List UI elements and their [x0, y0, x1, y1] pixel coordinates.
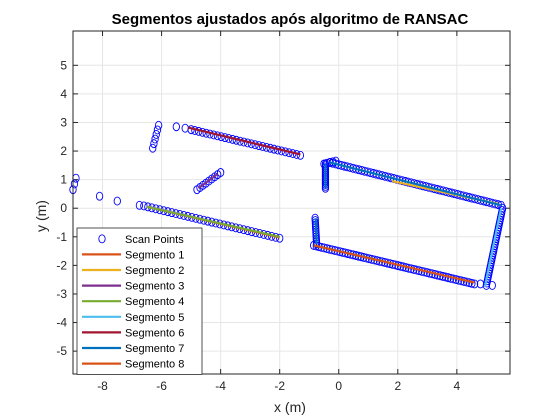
y-tick-label: 1	[60, 173, 67, 187]
y-tick-label: 4	[60, 87, 67, 101]
scan-point	[152, 130, 160, 139]
segment-line-7	[329, 161, 502, 207]
legend-label-segment-4: Segmento 4	[125, 296, 184, 308]
segment-lines	[146, 126, 503, 288]
chart-title: Segmentos ajustados após algoritmo de RA…	[112, 11, 469, 28]
scan-point	[70, 179, 79, 189]
y-axis-label: y (m)	[33, 200, 49, 232]
x-tick-label: -8	[97, 379, 108, 393]
scan-point	[329, 157, 337, 167]
y-axis-ticks: -5 -4 -3 -2 -1 0 1 2 3 4 5	[56, 58, 510, 358]
axes-box	[72, 30, 511, 375]
y-tick-label: 3	[60, 115, 67, 129]
y-tick-label: -3	[56, 287, 67, 301]
legend-label-segment-8: Segmento 8	[125, 359, 184, 371]
segment-line-8	[313, 244, 475, 284]
grid-lines	[73, 31, 510, 374]
x-tick-label: 0	[335, 379, 342, 393]
x-tick-label: 4	[454, 379, 461, 393]
scan-point	[172, 122, 180, 132]
scan-point	[151, 134, 159, 144]
y-tick-label: 0	[60, 201, 67, 215]
x-tick-label: -6	[156, 379, 167, 393]
legend-label-scan-points: Scan Points	[125, 234, 184, 246]
scan-point	[149, 143, 157, 153]
y-tick-label: -4	[56, 316, 67, 330]
x-tick-label: -2	[274, 379, 285, 393]
scan-point	[296, 150, 305, 160]
segment-line-6	[187, 126, 301, 156]
y-tick-label: 2	[60, 144, 67, 158]
y-tick-label: -5	[56, 344, 67, 358]
scan-point	[476, 279, 485, 289]
scan-point	[488, 280, 496, 290]
scan-point	[135, 200, 144, 210]
scan-point	[150, 139, 158, 149]
legend-label-segment-1: Segmento 1	[125, 249, 184, 261]
legend-label-segment-2: Segmento 2	[125, 265, 184, 277]
scan-point	[113, 196, 121, 206]
scan-point	[470, 279, 479, 289]
segment-line-4	[146, 205, 280, 238]
legend-label-segment-6: Segmento 6	[125, 327, 184, 339]
scan-point	[153, 125, 162, 135]
x-tick-label: -4	[215, 379, 226, 393]
scan-point	[193, 185, 201, 195]
y-tick-label: -2	[56, 258, 67, 272]
y-tick-label: -1	[56, 230, 67, 244]
segment-line-5	[483, 207, 503, 288]
segment-line-extra	[314, 218, 318, 244]
x-tick-label: 2	[394, 379, 401, 393]
legend-label-segment-7: Segmento 7	[125, 343, 184, 355]
scan-point	[95, 191, 104, 201]
segment-line-3	[197, 173, 219, 190]
scan-point	[154, 120, 163, 130]
scan-point	[276, 233, 284, 243]
legend-label-segment-5: Segmento 5	[125, 312, 184, 324]
y-tick-label: 5	[60, 58, 67, 72]
legend: Scan Points Segmento 1 Segmento 2 Segmento …	[76, 227, 203, 375]
legend-label-segment-3: Segmento 3	[125, 281, 184, 293]
x-axis-label: x (m)	[274, 399, 306, 415]
legend-marker-scan-points	[98, 234, 106, 244]
